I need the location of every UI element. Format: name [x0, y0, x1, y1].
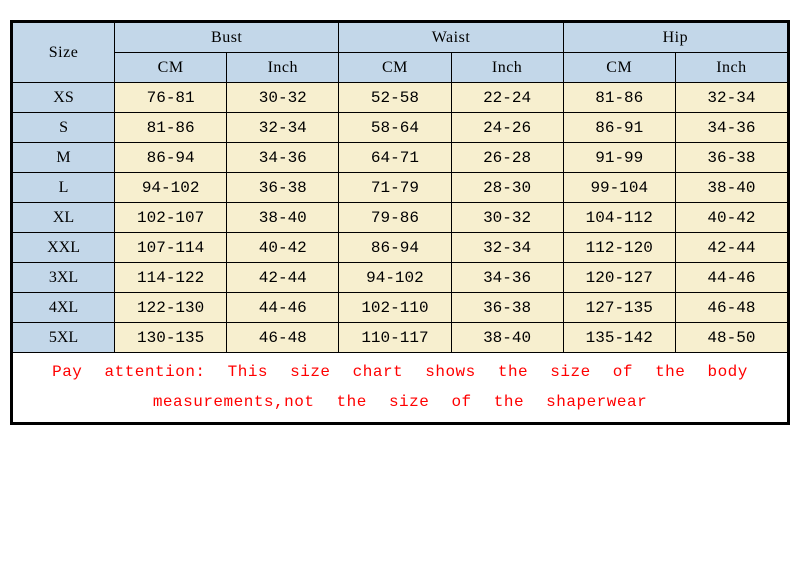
size-cell: XS	[13, 83, 115, 113]
size-cell: M	[13, 143, 115, 173]
waist-inch-cell: 28-30	[451, 173, 563, 203]
hip-cm-cell: 120-127	[563, 263, 675, 293]
hip-cm-cell: 112-120	[563, 233, 675, 263]
hip-inch-cell: 34-36	[675, 113, 787, 143]
size-cell: 4XL	[13, 293, 115, 323]
header-waist-cm: CM	[339, 53, 451, 83]
bust-cm-cell: 94-102	[115, 173, 227, 203]
hip-cm-cell: 86-91	[563, 113, 675, 143]
waist-inch-cell: 32-34	[451, 233, 563, 263]
bust-cm-cell: 114-122	[115, 263, 227, 293]
size-cell: XL	[13, 203, 115, 233]
hip-inch-cell: 44-46	[675, 263, 787, 293]
hip-cm-cell: 99-104	[563, 173, 675, 203]
hip-cm-cell: 91-99	[563, 143, 675, 173]
header-bust-inch: Inch	[227, 53, 339, 83]
attention-note: Pay attention: This size chart shows the…	[13, 353, 788, 423]
table-row: 5XL130-13546-48110-11738-40135-14248-50	[13, 323, 788, 353]
bust-cm-cell: 107-114	[115, 233, 227, 263]
size-cell: 5XL	[13, 323, 115, 353]
waist-cm-cell: 110-117	[339, 323, 451, 353]
hip-inch-cell: 42-44	[675, 233, 787, 263]
bust-cm-cell: 130-135	[115, 323, 227, 353]
waist-cm-cell: 58-64	[339, 113, 451, 143]
bust-inch-cell: 42-44	[227, 263, 339, 293]
table-row: L94-10236-3871-7928-3099-10438-40	[13, 173, 788, 203]
bust-inch-cell: 38-40	[227, 203, 339, 233]
waist-cm-cell: 64-71	[339, 143, 451, 173]
size-cell: S	[13, 113, 115, 143]
size-chart-container: Size Bust Waist Hip CM Inch CM Inch CM I…	[10, 20, 790, 425]
hip-inch-cell: 40-42	[675, 203, 787, 233]
table-row: XXL107-11440-4286-9432-34112-12042-44	[13, 233, 788, 263]
waist-inch-cell: 26-28	[451, 143, 563, 173]
header-hip: Hip	[563, 23, 787, 53]
header-hip-inch: Inch	[675, 53, 787, 83]
size-cell: L	[13, 173, 115, 203]
bust-cm-cell: 102-107	[115, 203, 227, 233]
size-cell: XXL	[13, 233, 115, 263]
bust-cm-cell: 81-86	[115, 113, 227, 143]
bust-inch-cell: 30-32	[227, 83, 339, 113]
table-header: Size Bust Waist Hip CM Inch CM Inch CM I…	[13, 23, 788, 83]
bust-inch-cell: 44-46	[227, 293, 339, 323]
size-cell: 3XL	[13, 263, 115, 293]
table-row: XS76-8130-3252-5822-2481-8632-34	[13, 83, 788, 113]
waist-inch-cell: 30-32	[451, 203, 563, 233]
waist-cm-cell: 86-94	[339, 233, 451, 263]
hip-inch-cell: 48-50	[675, 323, 787, 353]
table-body: XS76-8130-3252-5822-2481-8632-34S81-8632…	[13, 83, 788, 353]
hip-cm-cell: 104-112	[563, 203, 675, 233]
bust-cm-cell: 122-130	[115, 293, 227, 323]
waist-cm-cell: 79-86	[339, 203, 451, 233]
hip-inch-cell: 32-34	[675, 83, 787, 113]
header-waist-inch: Inch	[451, 53, 563, 83]
header-hip-cm: CM	[563, 53, 675, 83]
hip-inch-cell: 46-48	[675, 293, 787, 323]
bust-inch-cell: 40-42	[227, 233, 339, 263]
table-row: M86-9434-3664-7126-2891-9936-38	[13, 143, 788, 173]
waist-inch-cell: 38-40	[451, 323, 563, 353]
waist-cm-cell: 52-58	[339, 83, 451, 113]
hip-cm-cell: 81-86	[563, 83, 675, 113]
waist-cm-cell: 94-102	[339, 263, 451, 293]
waist-inch-cell: 22-24	[451, 83, 563, 113]
waist-inch-cell: 24-26	[451, 113, 563, 143]
bust-cm-cell: 86-94	[115, 143, 227, 173]
waist-cm-cell: 102-110	[339, 293, 451, 323]
waist-cm-cell: 71-79	[339, 173, 451, 203]
attention-note-row: Pay attention: This size chart shows the…	[13, 353, 788, 423]
table-row: 3XL114-12242-4494-10234-36120-12744-46	[13, 263, 788, 293]
bust-inch-cell: 36-38	[227, 173, 339, 203]
hip-inch-cell: 36-38	[675, 143, 787, 173]
table-row: XL102-10738-4079-8630-32104-11240-42	[13, 203, 788, 233]
hip-cm-cell: 135-142	[563, 323, 675, 353]
table-row: 4XL122-13044-46102-11036-38127-13546-48	[13, 293, 788, 323]
header-bust: Bust	[115, 23, 339, 53]
header-bust-cm: CM	[115, 53, 227, 83]
size-chart-table: Size Bust Waist Hip CM Inch CM Inch CM I…	[12, 22, 788, 423]
bust-inch-cell: 46-48	[227, 323, 339, 353]
header-waist: Waist	[339, 23, 563, 53]
bust-inch-cell: 32-34	[227, 113, 339, 143]
bust-cm-cell: 76-81	[115, 83, 227, 113]
hip-cm-cell: 127-135	[563, 293, 675, 323]
hip-inch-cell: 38-40	[675, 173, 787, 203]
waist-inch-cell: 34-36	[451, 263, 563, 293]
table-row: S81-8632-3458-6424-2686-9134-36	[13, 113, 788, 143]
header-size: Size	[13, 23, 115, 83]
bust-inch-cell: 34-36	[227, 143, 339, 173]
waist-inch-cell: 36-38	[451, 293, 563, 323]
